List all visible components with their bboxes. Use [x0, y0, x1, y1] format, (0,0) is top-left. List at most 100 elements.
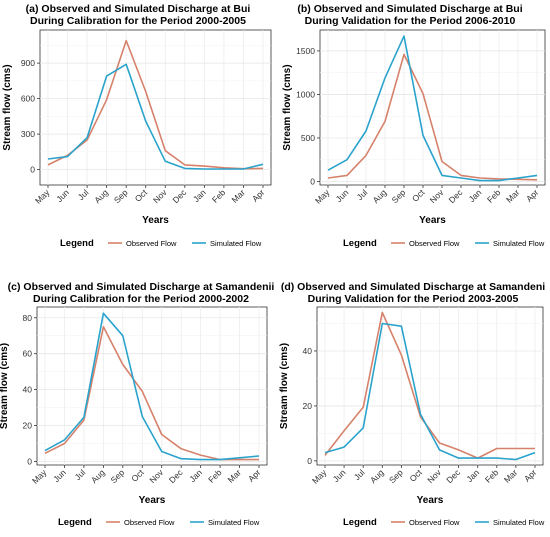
x-tick-label: May	[313, 187, 332, 206]
x-tick-label: Jan	[191, 187, 208, 204]
series-line-simulated-flow	[327, 35, 538, 182]
legend-title: Legend	[58, 517, 92, 528]
x-tick-label: Apr	[250, 187, 267, 204]
x-tick-label: Nov	[147, 467, 165, 485]
x-tick-label: Feb	[210, 187, 228, 205]
series-line-simulated-flow	[324, 322, 536, 461]
x-tick-label: May	[33, 187, 52, 206]
x-tick-label: Feb	[206, 467, 224, 485]
x-tick-label: Jul	[355, 187, 370, 202]
x-tick-label: Mar	[504, 187, 522, 205]
x-tick-label: Nov	[428, 187, 446, 205]
y-tick-label: 900	[21, 58, 35, 68]
x-tick-label: Jun	[334, 187, 351, 204]
x-tick-label: Nov	[425, 467, 443, 485]
chart-title-line-2: During Validation for the Period 2003-20…	[308, 293, 519, 305]
x-tick-label: Mar	[226, 467, 244, 485]
x-tick-label: Mar	[502, 467, 520, 485]
x-axis-title: Years	[142, 215, 169, 226]
x-tick-label: Nov	[151, 187, 169, 205]
legend-entry: Observed Flow	[409, 518, 460, 527]
chart-panel-4: (d) Observed and Simulated Discharge at …	[279, 281, 545, 528]
x-tick-label: May	[30, 467, 49, 486]
y-tick-label: 40	[303, 346, 313, 356]
x-tick-label: Jul	[76, 187, 91, 202]
y-tick-label: 600	[21, 94, 35, 104]
plot-area	[316, 306, 544, 466]
x-tick-label: Oct	[407, 467, 424, 484]
x-tick-label: Mar	[229, 187, 247, 205]
legend-title: Legend	[60, 238, 94, 249]
series-line-observed-flow	[47, 39, 264, 170]
x-tick-label: Feb	[483, 467, 501, 485]
x-tick-label: Dec	[167, 467, 185, 485]
x-tick-label: Aug	[92, 187, 110, 205]
legend-entry: Simulated Flow	[208, 518, 260, 527]
x-tick-label: Oct	[410, 187, 427, 204]
chart-title-line-2: During Calibration for the Period 2000-2…	[33, 293, 249, 305]
legend-title: Legend	[343, 517, 377, 528]
x-tick-label: Jun	[331, 467, 348, 484]
x-tick-label: Aug	[89, 467, 107, 485]
y-tick-label: 1000	[296, 89, 315, 99]
x-tick-label: Jul	[73, 467, 88, 482]
x-axis-title: Years	[139, 495, 166, 506]
x-tick-label: Sep	[112, 187, 130, 205]
x-tick-label: Jan	[187, 467, 204, 484]
x-tick-label: Oct	[133, 187, 150, 204]
y-tick-label: 80	[23, 313, 33, 323]
y-axis-title: Stream flow (cms)	[2, 64, 13, 150]
x-axis-title: Years	[419, 215, 446, 226]
y-tick-label: 0	[27, 456, 32, 466]
x-tick-label: Dec	[444, 467, 462, 485]
series-line-simulated-flow	[44, 312, 260, 461]
x-tick-label: Jan	[464, 467, 481, 484]
x-tick-label: Sep	[390, 187, 408, 205]
series-line-observed-flow	[324, 311, 535, 459]
x-tick-label: Jul	[352, 467, 367, 482]
x-tick-label: Jan	[467, 187, 484, 204]
y-tick-label: 20	[23, 421, 33, 431]
x-tick-label: Apr	[524, 187, 541, 204]
y-tick-label: 300	[21, 129, 35, 139]
legend-entry: Observed Flow	[126, 239, 177, 248]
y-tick-label: 500	[301, 133, 315, 143]
x-tick-label: May	[310, 467, 329, 486]
x-tick-label: Feb	[485, 187, 503, 205]
x-axis-title: Years	[417, 495, 444, 506]
y-axis-title: Stream flow (cms)	[282, 64, 293, 150]
y-tick-label: 20	[303, 401, 313, 411]
y-tick-label: 0	[310, 177, 315, 187]
plot-area	[319, 29, 546, 186]
legend-entry: Observed Flow	[409, 239, 460, 248]
y-axis-title: Stream flow (cms)	[0, 343, 10, 429]
chart-title-line-1: (a) Observed and Simulated Discharge at …	[26, 3, 251, 15]
y-tick-label: 40	[23, 385, 33, 395]
x-tick-label: Apr	[246, 467, 263, 484]
y-tick-label: 60	[23, 349, 33, 359]
chart-title-line-1: (c) Observed and Simulated Discharge at …	[8, 281, 275, 293]
x-tick-label: Jun	[54, 187, 71, 204]
x-tick-label: Sep	[108, 467, 126, 485]
x-tick-label: Aug	[368, 467, 386, 485]
x-tick-label: Jun	[51, 467, 68, 484]
y-tick-label: 0	[307, 456, 312, 466]
x-tick-label: Oct	[129, 467, 146, 484]
chart-panel-2: (b) Observed and Simulated Discharge at …	[282, 3, 546, 249]
legend-entry: Simulated Flow	[493, 518, 545, 527]
plot-area	[39, 29, 272, 186]
plot-area	[36, 306, 268, 466]
y-tick-label: 0	[30, 165, 35, 175]
x-tick-label: Dec	[447, 187, 465, 205]
chart-panel-1: (a) Observed and Simulated Discharge at …	[2, 3, 272, 249]
legend-entry: Observed Flow	[124, 518, 175, 527]
x-tick-label: Aug	[371, 187, 389, 205]
legend-title: Legend	[343, 238, 377, 249]
y-tick-label: 1500	[296, 46, 315, 56]
x-tick-label: Sep	[387, 467, 405, 485]
x-tick-label: Apr	[522, 467, 539, 484]
chart-title-line-2: During Calibration for the Period 2000-2…	[30, 15, 246, 27]
chart-title-line-1: (d) Observed and Simulated Discharge at …	[281, 281, 545, 293]
series-line-simulated-flow	[47, 63, 264, 170]
